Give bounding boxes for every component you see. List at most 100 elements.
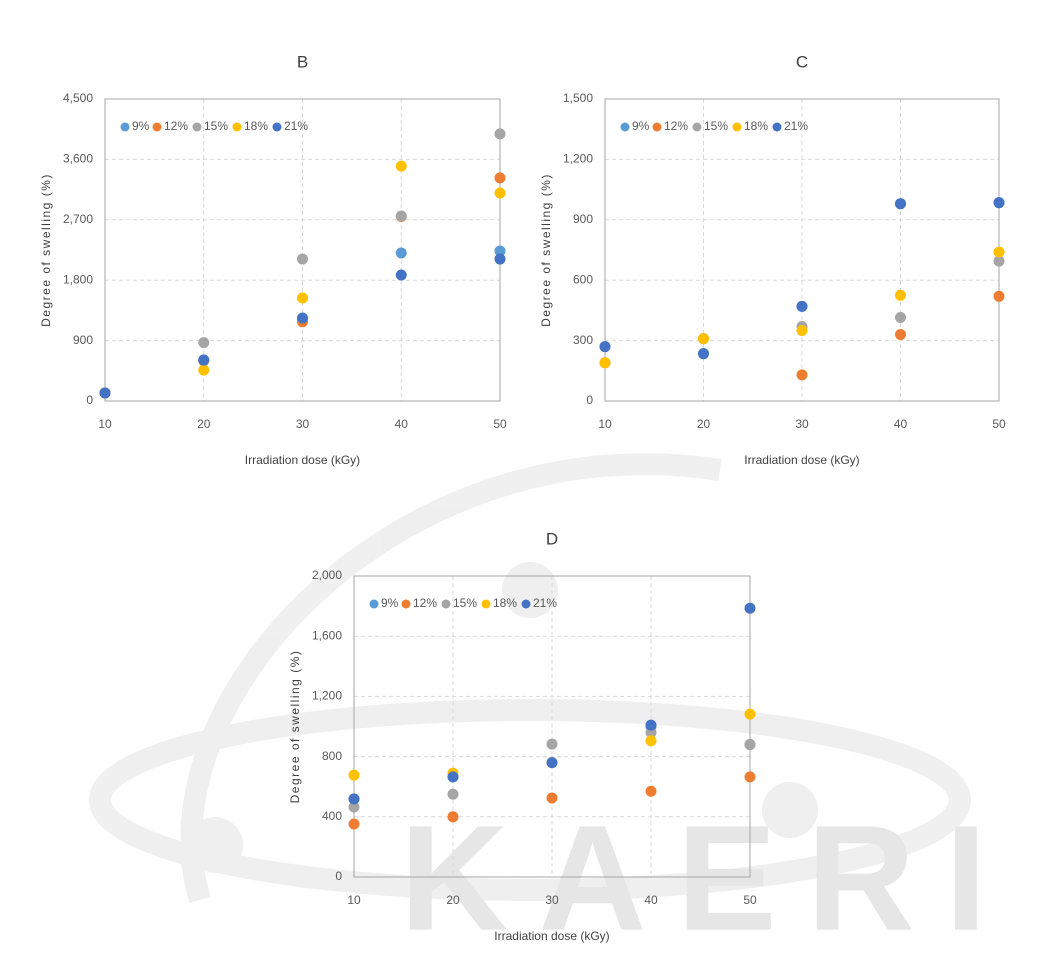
data-point bbox=[895, 289, 906, 301]
legend-marker bbox=[521, 599, 531, 609]
x-tick-label: 20 bbox=[197, 417, 211, 431]
x-tick-label: 10 bbox=[347, 893, 361, 907]
data-point bbox=[645, 785, 657, 797]
y-tick-label: 0 bbox=[586, 393, 593, 407]
data-point bbox=[599, 341, 611, 353]
legend-label: 21% bbox=[533, 596, 557, 610]
data-point bbox=[494, 245, 506, 257]
y-tick-label: 1,500 bbox=[563, 91, 593, 105]
data-point bbox=[645, 719, 657, 731]
legend-label: 21% bbox=[284, 119, 308, 133]
data-point bbox=[744, 739, 756, 751]
y-axis-title: Degree of swelling (%) bbox=[39, 173, 53, 327]
legend-marker bbox=[481, 599, 491, 609]
y-tick-label: 900 bbox=[73, 333, 93, 347]
data-point bbox=[297, 312, 308, 324]
data-point bbox=[599, 357, 611, 369]
legend-label: 12% bbox=[664, 119, 688, 133]
y-tick-label: 3,600 bbox=[63, 152, 93, 166]
y-tick-label: 0 bbox=[335, 869, 342, 883]
x-tick-label: 40 bbox=[395, 417, 409, 431]
chart: 0 300 600 900 1,200 1,500 10 20 30 40 50 C Irradiati… bbox=[539, 52, 1006, 467]
data-point bbox=[645, 735, 657, 747]
x-axis-title: Irradiation dose (kGy) bbox=[494, 929, 609, 943]
chart-title: B bbox=[297, 52, 308, 71]
x-tick-label: 30 bbox=[545, 893, 559, 907]
legend-label: 15% bbox=[453, 596, 477, 610]
data-point bbox=[494, 187, 506, 199]
y-tick-label: 300 bbox=[573, 333, 593, 347]
orbit bbox=[180, 453, 722, 904]
x-tick-label: 50 bbox=[743, 893, 757, 907]
data-point bbox=[447, 788, 459, 800]
x-tick-label: 50 bbox=[992, 417, 1006, 431]
data-point bbox=[796, 325, 808, 337]
data-point bbox=[348, 818, 360, 830]
y-tick-label: 1,800 bbox=[63, 272, 93, 286]
y-tick-label: 2,700 bbox=[63, 212, 93, 226]
data-point bbox=[744, 602, 756, 614]
data-point bbox=[895, 311, 906, 323]
x-tick-label: 10 bbox=[98, 417, 112, 431]
legend-label: 9% bbox=[632, 119, 650, 133]
plot-frame bbox=[353, 575, 751, 878]
legend-marker bbox=[272, 122, 282, 132]
x-tick-label: 20 bbox=[446, 893, 460, 907]
y-tick-label: 400 bbox=[322, 809, 342, 823]
legend-label: 15% bbox=[704, 119, 728, 133]
data-point bbox=[494, 253, 506, 265]
data-point bbox=[698, 333, 709, 345]
legend-marker bbox=[692, 122, 702, 132]
data-point bbox=[546, 738, 558, 750]
data-point bbox=[744, 708, 756, 720]
x-tick-label: 30 bbox=[795, 417, 809, 431]
x-tick-label: 40 bbox=[644, 893, 658, 907]
orb bbox=[762, 782, 818, 838]
data-point bbox=[395, 160, 407, 172]
legend-marker bbox=[620, 122, 630, 132]
legend-label: 9% bbox=[132, 119, 150, 133]
legend-label: 21% bbox=[784, 119, 808, 133]
legend-marker bbox=[120, 122, 130, 132]
data-point bbox=[395, 269, 407, 281]
chart: 0 400 800 1,200 1,600 2,000 10 20 30 40 50 D Irradia… bbox=[288, 529, 757, 943]
data-point bbox=[796, 300, 808, 312]
data-point bbox=[494, 172, 506, 184]
y-tick-label: 4,500 bbox=[63, 91, 93, 105]
x-tick-label: 20 bbox=[697, 417, 711, 431]
data-point bbox=[744, 771, 756, 783]
data-point bbox=[198, 364, 210, 376]
chart: 0 900 1,800 2,700 3,600 4,500 10 20 30 40 50 B Irrad… bbox=[39, 52, 507, 467]
data-point bbox=[198, 354, 210, 366]
orb bbox=[187, 817, 243, 873]
data-point bbox=[99, 387, 111, 399]
legend-label: 18% bbox=[744, 119, 768, 133]
data-point bbox=[895, 198, 906, 210]
orbit bbox=[89, 699, 971, 901]
data-point bbox=[993, 290, 1005, 302]
data-point bbox=[395, 247, 407, 259]
y-tick-label: 600 bbox=[573, 272, 593, 286]
legend-label: 18% bbox=[493, 596, 517, 610]
data-point bbox=[494, 128, 506, 140]
watermark: KAERI bbox=[400, 794, 1017, 956]
legend-label: 15% bbox=[204, 119, 228, 133]
data-point bbox=[297, 253, 308, 265]
x-tick-label: 10 bbox=[598, 417, 612, 431]
legend-marker bbox=[401, 599, 411, 609]
data-point bbox=[698, 348, 709, 360]
x-tick-label: 40 bbox=[894, 417, 908, 431]
data-point bbox=[993, 255, 1005, 267]
data-point bbox=[348, 801, 360, 813]
chart-title: C bbox=[796, 52, 808, 71]
data-point bbox=[546, 792, 558, 804]
y-axis-title: Degree of swelling (%) bbox=[288, 650, 302, 804]
watermark-art bbox=[89, 453, 971, 904]
data-point bbox=[348, 793, 360, 805]
data-point bbox=[546, 757, 558, 769]
data-point bbox=[198, 337, 210, 349]
data-point bbox=[395, 210, 407, 222]
legend-label: 9% bbox=[381, 596, 399, 610]
data-point bbox=[993, 197, 1005, 209]
x-tick-label: 30 bbox=[296, 417, 310, 431]
